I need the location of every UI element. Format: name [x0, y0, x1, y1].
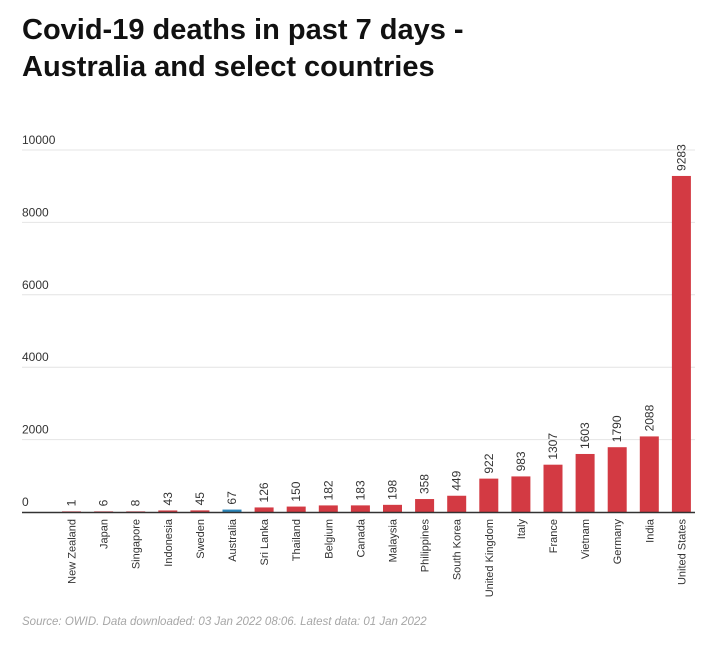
y-tick-label: 8000: [22, 205, 49, 219]
y-tick-label: 0: [22, 495, 29, 509]
source-note: Source: OWID. Data downloaded: 03 Jan 20…: [22, 616, 427, 628]
value-label: 1603: [578, 422, 592, 449]
value-label: 126: [257, 482, 271, 502]
bar-sri-lanka: [254, 507, 274, 512]
value-label: 43: [161, 492, 175, 506]
value-label: 198: [386, 479, 400, 499]
value-label: 983: [514, 451, 528, 471]
bar-indonesia: [158, 510, 178, 512]
bar-malaysia: [383, 504, 402, 512]
bar-new-zealand: [62, 511, 81, 512]
category-label: Australia: [227, 518, 239, 562]
category-label: United States: [676, 519, 688, 586]
y-tick-label: 2000: [22, 423, 49, 437]
category-label: Sri Lanka: [259, 518, 271, 565]
bar-australia: [222, 509, 242, 512]
gridlines: [22, 149, 695, 441]
category-label: Sweden: [195, 519, 207, 559]
category-label: Philippines: [420, 519, 432, 573]
category-label: Singapore: [131, 519, 143, 569]
x-axis-ticks: New Zealand Japan Singapore Indonesia Sweden…: [67, 518, 689, 597]
y-tick-label: 6000: [22, 278, 49, 292]
category-label: Vietnam: [580, 519, 592, 559]
value-label: 1307: [546, 433, 560, 460]
category-label: Thailand: [291, 519, 303, 561]
category-label: Japan: [99, 519, 111, 549]
data-labels: 1 6 8 43 45 67 126 150 182 183 198 358 449 922 983 1307…: [65, 144, 689, 506]
value-label: 358: [418, 474, 432, 494]
category-label: South Korea: [452, 518, 464, 580]
value-label: 1790: [610, 415, 624, 442]
bar-vietnam: [575, 453, 595, 512]
bar-italy: [511, 476, 531, 512]
value-label: 183: [353, 480, 367, 500]
bar-united-kingdom: [479, 478, 499, 512]
value-label: 67: [225, 491, 239, 505]
category-label: Italy: [516, 519, 528, 540]
value-label: 449: [450, 470, 464, 490]
value-label: 9283: [674, 144, 688, 171]
bar-singapore: [126, 511, 146, 512]
value-label: 8: [129, 499, 143, 506]
category-label: Canada: [355, 518, 367, 557]
y-tick-label: 10000: [22, 133, 56, 147]
value-label: 2088: [642, 404, 656, 431]
bar-south-korea: [447, 495, 467, 512]
bar-thailand: [286, 506, 306, 512]
y-axis-ticks: 0 2000 4000 6000 8000 10000: [22, 133, 56, 509]
category-label: Malaysia: [388, 518, 400, 562]
bar-germany: [607, 447, 627, 512]
category-label: Indonesia: [163, 518, 175, 567]
value-label: 1: [65, 499, 79, 506]
bar-sweden: [190, 510, 210, 512]
category-label: Germany: [612, 519, 624, 565]
bar-philippines: [415, 499, 435, 512]
value-label: 45: [193, 492, 207, 506]
bar-japan: [94, 511, 114, 512]
category-label: New Zealand: [67, 519, 79, 584]
bar-canada: [350, 505, 370, 512]
chart-title: Covid-19 deaths in past 7 days - Austral…: [22, 14, 464, 83]
bar-india: [639, 436, 659, 512]
y-tick-label: 4000: [22, 350, 49, 364]
value-label: 922: [482, 453, 496, 473]
value-label: 6: [97, 499, 111, 506]
bars: [62, 175, 691, 513]
bar-france: [543, 464, 563, 512]
category-label: France: [548, 519, 560, 553]
category-label: United Kingdom: [484, 519, 496, 597]
bar-belgium: [318, 505, 338, 512]
bar-united-states: [671, 175, 691, 513]
value-label: 150: [289, 481, 303, 501]
category-label: Belgium: [323, 519, 335, 559]
value-label: 182: [321, 480, 335, 500]
category-label: India: [644, 518, 656, 543]
